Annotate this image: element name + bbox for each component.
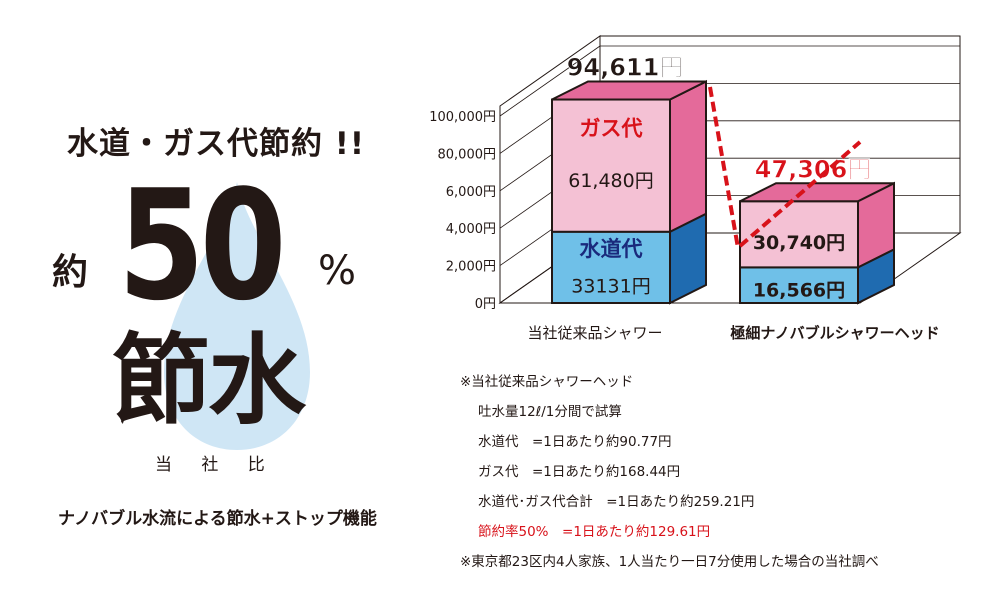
- gridline-side: [499, 45, 601, 117]
- bar-segment: [551, 98, 671, 233]
- note-line: 吐水量12ℓ/1分間で試算: [478, 404, 622, 420]
- bar-segment: [739, 200, 859, 269]
- note-line: 節約率50% =1日あたり約129.61円: [478, 524, 711, 540]
- bar-segment: [551, 230, 671, 304]
- series-inbar-label: 水道代: [580, 237, 643, 261]
- x-category-label: 当社従来品シャワー: [527, 324, 662, 342]
- note-line: ※当社従来品シャワーヘッド: [460, 374, 634, 390]
- y-tick-label: 0円: [475, 297, 496, 312]
- approx-label: 約: [52, 252, 89, 293]
- total-label-conventional: 94,611円: [567, 54, 684, 82]
- percent-sign: %: [318, 248, 357, 294]
- water-drop-icon: [164, 182, 310, 450]
- y-tick-label: 80,000円: [438, 147, 497, 162]
- note-line: ガス代 =1日あたり約168.44円: [478, 464, 681, 480]
- feature-caption: ナノバブル水流による節水+ストップ機能: [58, 509, 377, 529]
- headline: 水道・ガス代節約 !!: [67, 126, 366, 162]
- bar-top: [739, 182, 895, 203]
- bar-side: [669, 79, 707, 234]
- bar-value-label: 33131円: [571, 276, 650, 298]
- note-line: 水道代･ガス代合計 =1日あたり約259.21円: [478, 494, 755, 510]
- y-tick-label: 4,000円: [446, 222, 496, 237]
- y-tick-label: 100,000円: [429, 110, 496, 125]
- x-category-label: 極細ナノバブルシャワーヘッド: [729, 324, 939, 342]
- left-panel: 水道・ガス代節約 !! 約 50 % 節水 当 社 比 ナノバブル水流による節水…: [0, 0, 440, 595]
- total-label-nanobubble: 47,306円: [755, 155, 872, 183]
- connector-line-up: [738, 140, 862, 248]
- y-tick-label: 2,000円: [446, 260, 496, 275]
- bar-segment: [739, 266, 859, 304]
- note-line: ※東京都23区内4人家族、1人当たり一日7分使用した場合の当社調べ: [460, 554, 879, 570]
- bar-top: [551, 80, 707, 101]
- main-word: 節水: [112, 324, 306, 438]
- connector-line-down: [708, 86, 740, 249]
- bar-value-label: 16,566円: [753, 280, 845, 302]
- percent-number: 50: [118, 157, 287, 334]
- bar-value-label: 61,480円: [568, 170, 653, 192]
- series-inbar-label: ガス代: [580, 117, 643, 141]
- bar-value-label: 30,740円: [753, 232, 845, 254]
- bar-chart: 0円 2,000円 4,000円 6,000円 80,000円 100,000円 33131…: [429, 35, 962, 342]
- y-tick-label: 6,000円: [446, 185, 496, 200]
- note-line: 水道代 =1日あたり約90.77円: [478, 434, 672, 450]
- comparison-label: 当 社 比: [155, 455, 277, 475]
